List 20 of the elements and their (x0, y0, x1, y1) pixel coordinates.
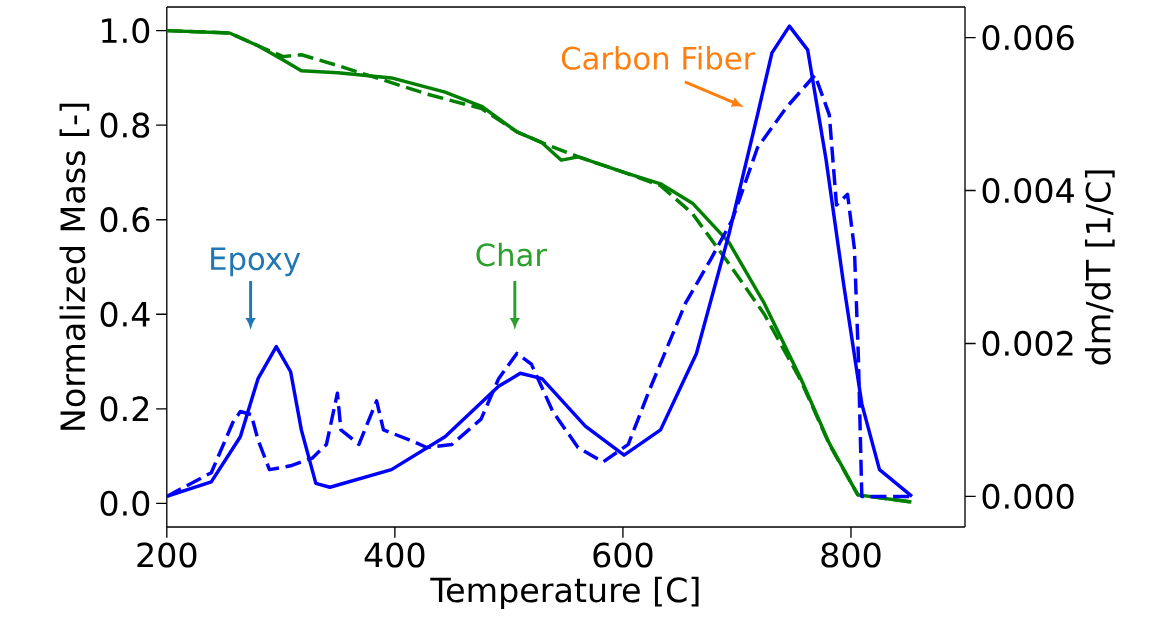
y-axis-title: Normalized Mass [-] (59, 103, 90, 430)
x-tick-label: 400 (364, 542, 425, 568)
annotation: Epoxy (211, 247, 301, 277)
y-tick-label: 1.0 (102, 18, 150, 44)
x-axis-title: Temperature [C] (430, 576, 699, 610)
y2-tick-label: 0.002 (982, 330, 1073, 357)
annotation: Carbon Fiber (561, 46, 756, 70)
x-tick-label: 600 (593, 542, 653, 568)
y-tick-label: 0.2 (100, 396, 149, 422)
y-tick-label: 0.4 (100, 301, 150, 327)
y-tick-label: 0.8 (100, 112, 150, 138)
annotation: Char (476, 242, 547, 267)
y2-tick-label: 0.004 (982, 177, 1074, 204)
y2-tick-label: 0.000 (982, 483, 1074, 510)
y2-axis-title: dm/dT [1/C] (1084, 170, 1115, 365)
y-tick-label: 0.6 (100, 207, 150, 233)
x-tick-label: 200 (137, 542, 197, 568)
x-tick-label: 800 (821, 542, 881, 568)
y-tick-label: 0.0 (100, 490, 150, 516)
y2-tick-label: 0.006 (982, 24, 1074, 51)
